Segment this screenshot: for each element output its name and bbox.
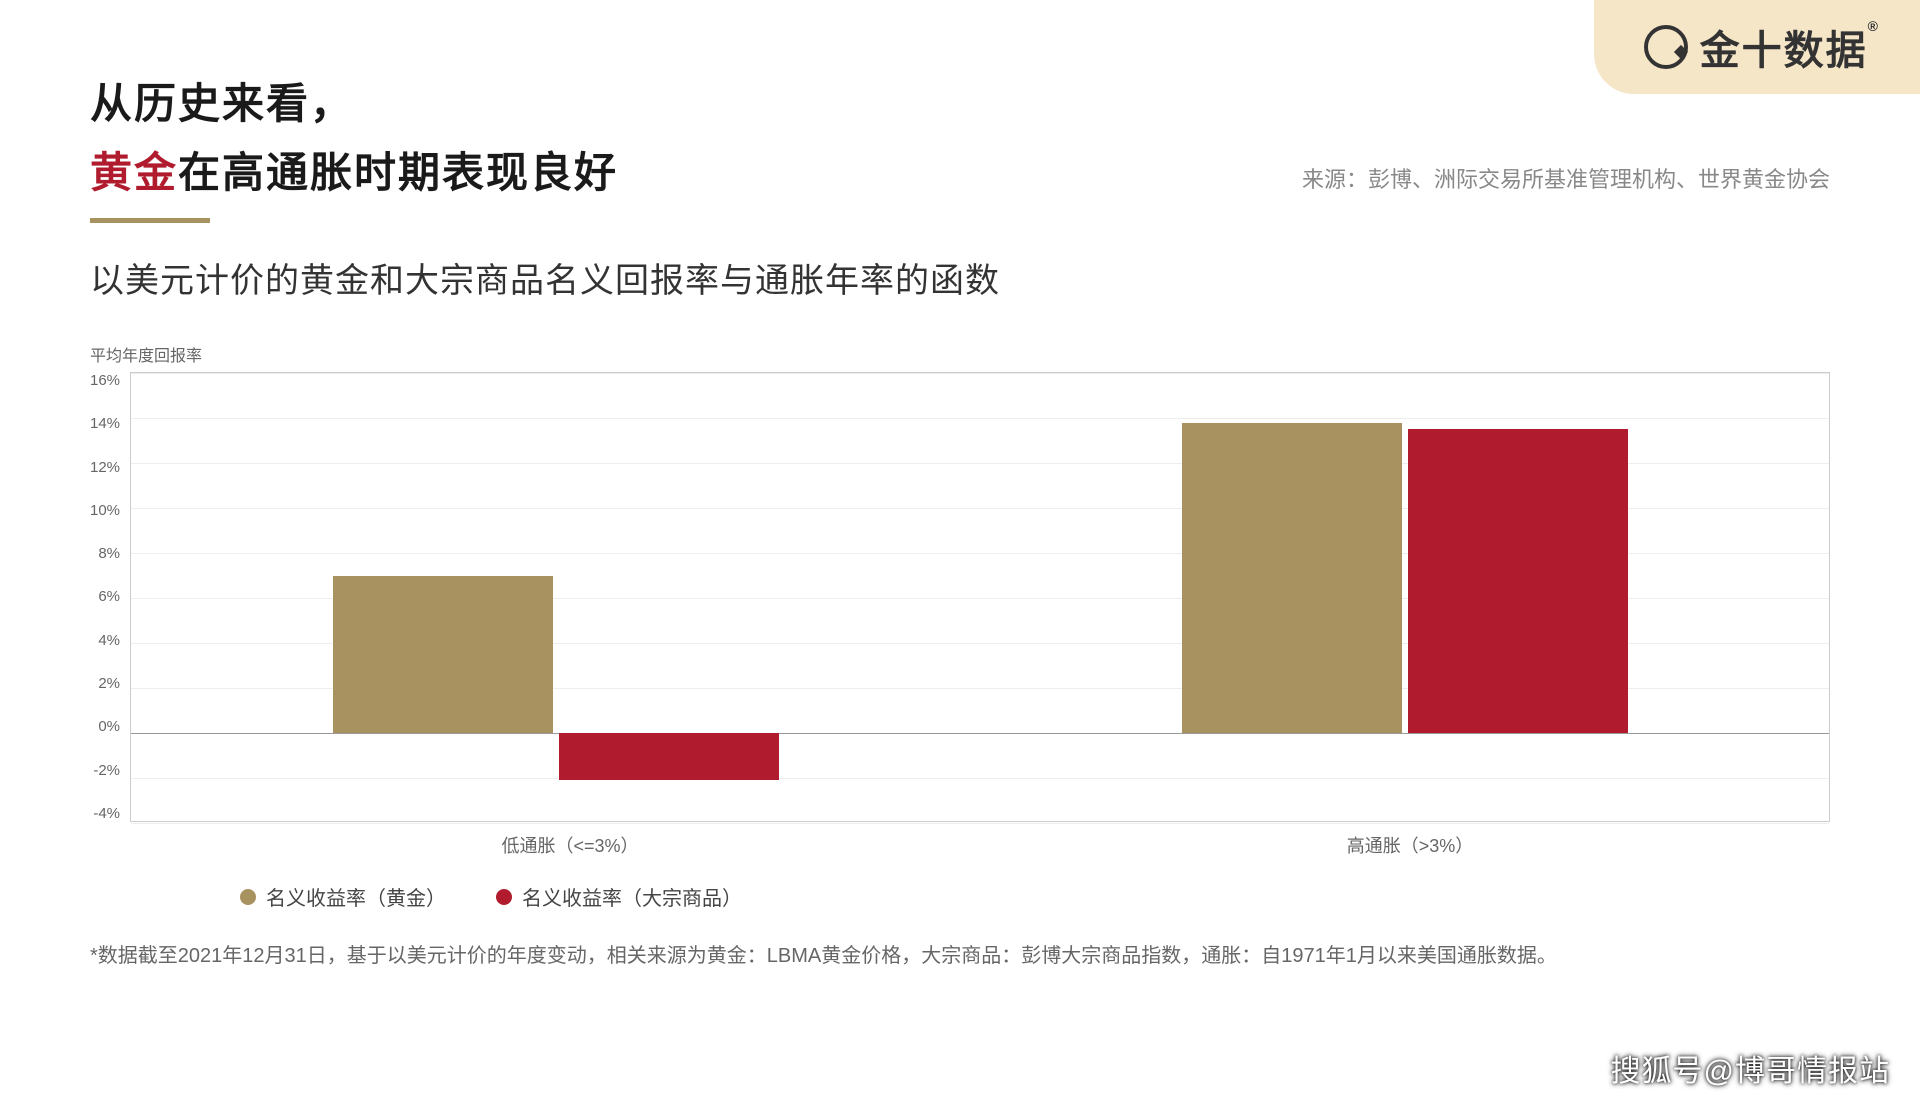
title-underline xyxy=(90,218,210,223)
y-axis-title: 平均年度回报率 xyxy=(90,342,1830,366)
plot-area xyxy=(130,372,1830,822)
bars-area xyxy=(131,373,1829,821)
legend: 名义收益率（黄金） 名义收益率（大宗商品） xyxy=(240,882,1830,911)
source-label: 来源：彭博、洲际交易所基准管理机构、世界黄金协会 xyxy=(1302,162,1830,194)
y-tick-label: 2% xyxy=(98,675,120,692)
title-line1: 从历史来看， xyxy=(90,70,1830,131)
bar xyxy=(333,576,553,734)
brand-logo-icon xyxy=(1644,25,1688,69)
legend-item: 名义收益率（黄金） xyxy=(240,882,446,911)
x-tick-label: 高通胀（>3%） xyxy=(990,822,1830,858)
subtitle: 以美元计价的黄金和大宗商品名义回报率与通胀年率的函数 xyxy=(90,253,1830,302)
gridline xyxy=(131,823,1829,824)
chart-row: 16% 14% 12% 10% 8% 6% 4% 2% 0% -2% -4% xyxy=(90,372,1830,822)
y-axis: 16% 14% 12% 10% 8% 6% 4% 2% 0% -2% -4% xyxy=(90,372,130,822)
legend-swatch xyxy=(240,889,256,905)
title-row: 黄金在高通胀时期表现良好 来源：彭博、洲际交易所基准管理机构、世界黄金协会 xyxy=(90,139,1830,200)
y-tick-label: -2% xyxy=(93,762,120,779)
y-tick-label: 8% xyxy=(98,545,120,562)
title-highlight: 黄金 xyxy=(90,149,178,196)
legend-label: 名义收益率（大宗商品） xyxy=(522,882,742,911)
y-tick-label: 16% xyxy=(90,372,120,389)
bar xyxy=(1408,429,1628,733)
legend-item: 名义收益率（大宗商品） xyxy=(496,882,742,911)
title-line2: 黄金在高通胀时期表现良好 xyxy=(90,139,618,200)
bar-group xyxy=(131,373,980,821)
brand-name: 金十数据® xyxy=(1700,18,1880,76)
y-tick-label: 12% xyxy=(90,459,120,476)
y-tick-label: 6% xyxy=(98,588,120,605)
brand-badge: 金十数据® xyxy=(1594,0,1920,94)
legend-swatch xyxy=(496,889,512,905)
y-tick-label: 0% xyxy=(98,718,120,735)
bottom-credit: 搜狐号@博哥情报站 xyxy=(1611,1046,1890,1090)
x-tick-label: 低通胀（<=3%） xyxy=(150,822,990,858)
brand-name-text: 金十数据 xyxy=(1700,29,1868,73)
bar xyxy=(1182,423,1402,734)
title-rest: 在高通胀时期表现良好 xyxy=(178,149,618,196)
bar xyxy=(559,733,779,780)
brand-trademark: ® xyxy=(1868,18,1880,34)
y-tick-label: 4% xyxy=(98,632,120,649)
chart-container: 平均年度回报率 16% 14% 12% 10% 8% 6% 4% 2% 0% -2% -4% 低通胀… xyxy=(90,342,1830,911)
x-axis-labels: 低通胀（<=3%）高通胀（>3%） xyxy=(150,822,1830,858)
y-tick-label: 10% xyxy=(90,502,120,519)
bar-group xyxy=(980,373,1829,821)
y-tick-label: 14% xyxy=(90,415,120,432)
y-tick-label: -4% xyxy=(93,805,120,822)
footnote: *数据截至2021年12月31日，基于以美元计价的年度变动，相关来源为黄金：LB… xyxy=(90,939,1830,973)
legend-label: 名义收益率（黄金） xyxy=(266,882,446,911)
